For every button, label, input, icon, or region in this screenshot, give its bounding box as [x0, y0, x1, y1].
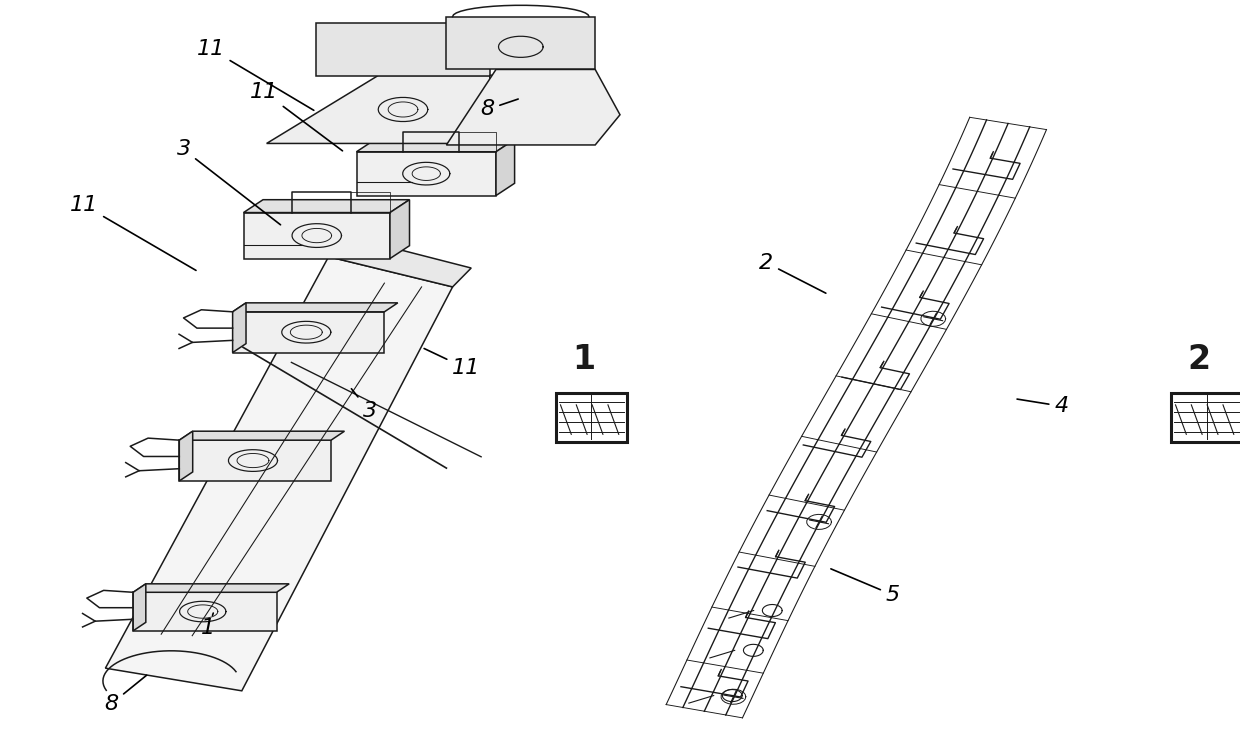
- Polygon shape: [105, 257, 453, 691]
- Bar: [1171, 393, 1240, 442]
- Text: 8: 8: [480, 99, 518, 119]
- Polygon shape: [233, 303, 398, 312]
- Polygon shape: [133, 584, 289, 592]
- Polygon shape: [357, 152, 496, 196]
- Polygon shape: [243, 199, 409, 213]
- Text: 4: 4: [1017, 396, 1069, 416]
- Text: 5: 5: [831, 569, 900, 605]
- Text: 11: 11: [250, 82, 342, 151]
- Text: 3: 3: [351, 389, 377, 421]
- Polygon shape: [233, 312, 384, 353]
- Text: 11: 11: [71, 196, 196, 270]
- Polygon shape: [233, 303, 246, 353]
- Polygon shape: [180, 440, 331, 481]
- Polygon shape: [180, 431, 345, 440]
- Text: 3: 3: [176, 140, 280, 225]
- Polygon shape: [490, 68, 564, 143]
- Polygon shape: [133, 592, 277, 631]
- Polygon shape: [496, 140, 515, 196]
- Text: 2: 2: [759, 253, 826, 293]
- Polygon shape: [243, 213, 389, 258]
- Polygon shape: [267, 76, 515, 143]
- Polygon shape: [180, 431, 192, 481]
- Polygon shape: [446, 69, 620, 145]
- Polygon shape: [329, 238, 471, 287]
- Polygon shape: [389, 199, 409, 258]
- Polygon shape: [133, 584, 146, 631]
- Bar: [556, 393, 627, 442]
- Polygon shape: [316, 23, 490, 76]
- Polygon shape: [357, 140, 515, 152]
- Text: 11: 11: [197, 39, 314, 110]
- Polygon shape: [446, 17, 595, 69]
- Text: 2: 2: [1188, 343, 1211, 376]
- Text: 8: 8: [104, 675, 146, 713]
- Text: 1: 1: [573, 343, 596, 376]
- Text: 1: 1: [201, 613, 216, 638]
- Text: 11: 11: [424, 349, 480, 378]
